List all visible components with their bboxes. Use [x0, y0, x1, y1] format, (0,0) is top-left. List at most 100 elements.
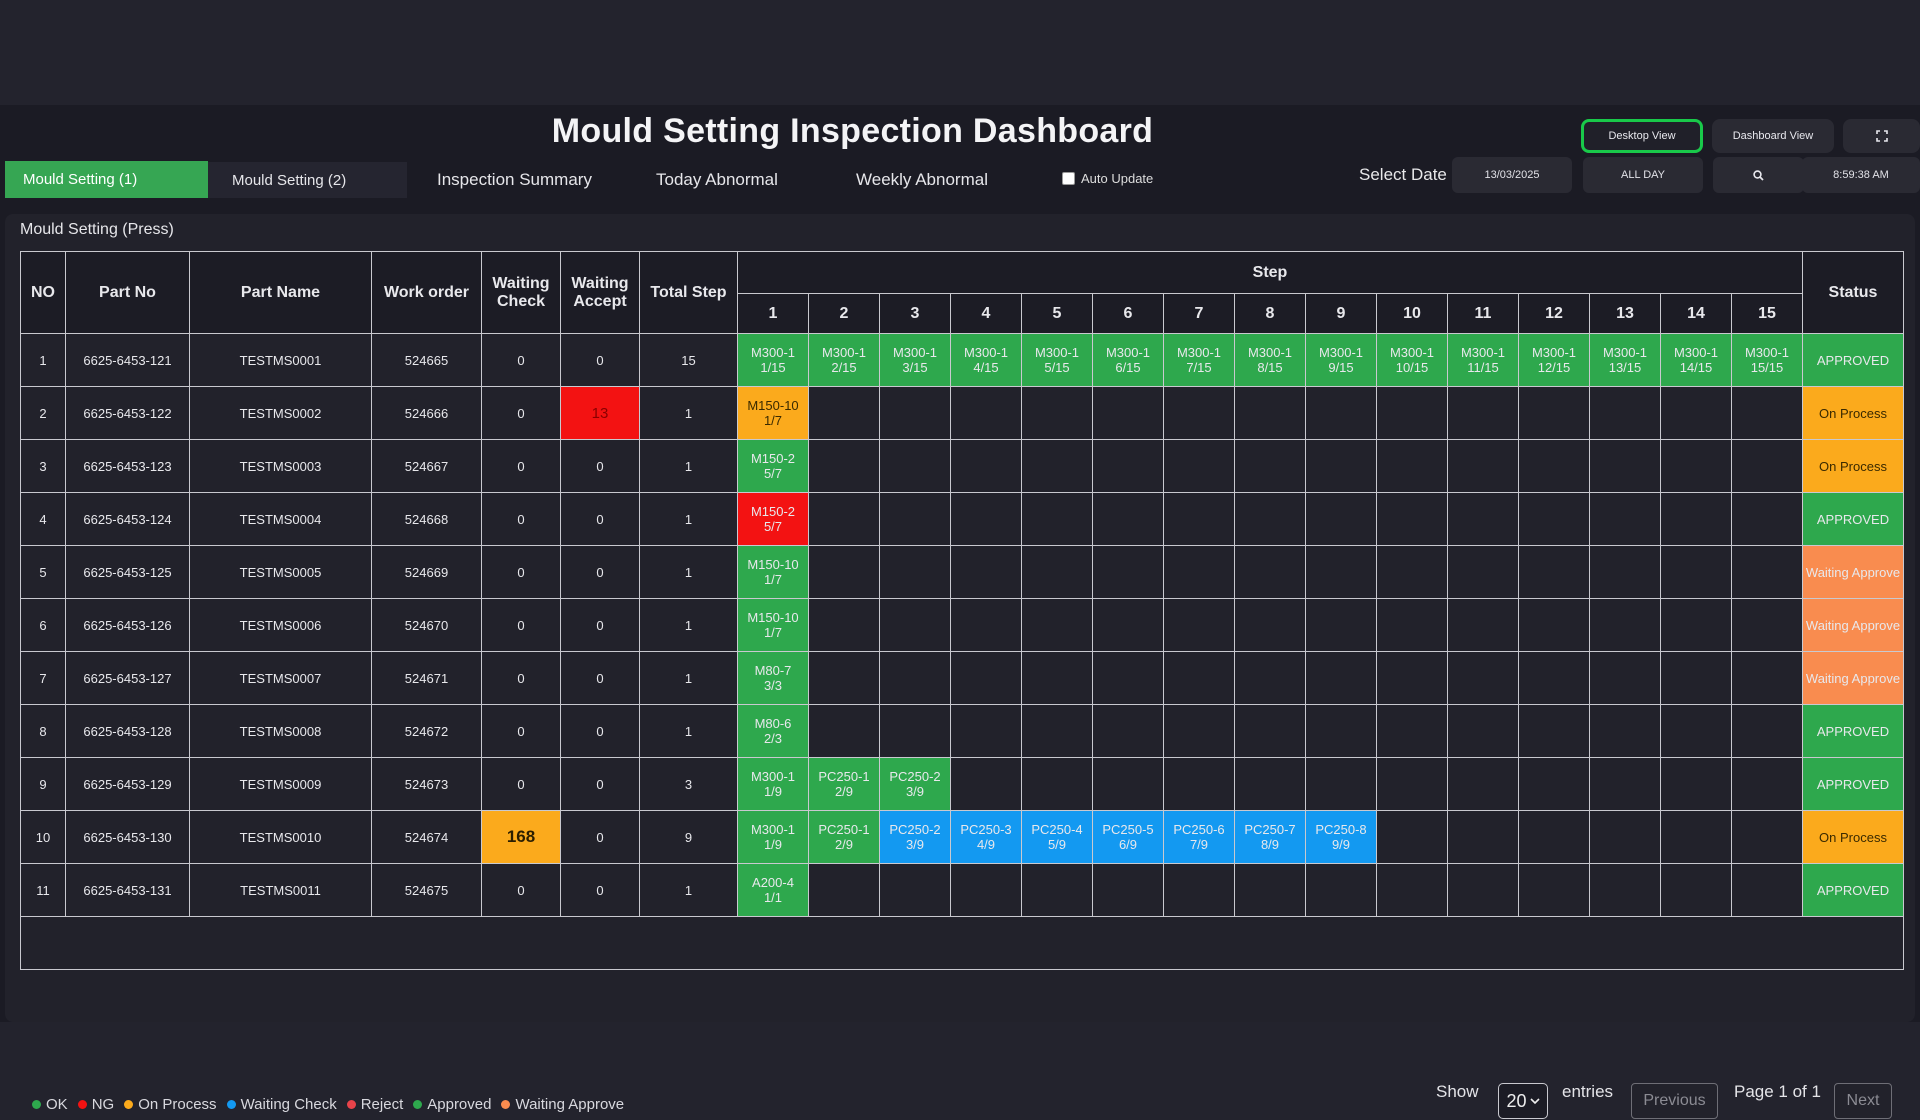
- desktop-view-button[interactable]: Desktop View: [1581, 119, 1703, 153]
- header-step-13: 13: [1589, 293, 1661, 334]
- step-mould-code: M300-1: [750, 769, 796, 784]
- header-no: NO: [20, 251, 66, 334]
- table-row[interactable]: 3 6625-6453-123 TESTMS0003 524667 0 0 1 M150-2 5…: [20, 439, 1904, 493]
- step-cell-empty: [1376, 545, 1448, 599]
- step-cell-empty: [1731, 492, 1803, 546]
- step-cell: M300-1 8/15: [1234, 333, 1306, 387]
- step-progress: 1/7: [763, 572, 783, 587]
- step-cell-empty: [879, 386, 951, 440]
- legend-item: Waiting Approve: [501, 1096, 624, 1113]
- entries-select[interactable]: 20: [1498, 1083, 1548, 1119]
- step-mould-code: PC250-2: [889, 822, 941, 837]
- tab-today-abnormal[interactable]: Today Abnormal: [656, 169, 778, 189]
- step-cell-empty: [950, 757, 1022, 811]
- step-cell-empty: [1447, 810, 1519, 864]
- part-no-cell: 6625-6453-130: [65, 810, 190, 864]
- step-cell-empty: [1518, 598, 1590, 652]
- waiting-accept-cell: 0: [560, 598, 640, 652]
- next-button[interactable]: Next: [1834, 1083, 1892, 1119]
- step-cell-empty: [1589, 757, 1661, 811]
- header-step-7: 7: [1163, 293, 1235, 334]
- step-mould-code: M150-2: [750, 504, 796, 519]
- step-cell-empty: [1163, 386, 1235, 440]
- table-row[interactable]: 2 6625-6453-122 TESTMS0002 524666 0 13 1 M150-1…: [20, 386, 1904, 440]
- table-row[interactable]: 6 6625-6453-126 TESTMS0006 524670 0 0 1 M150-10…: [20, 598, 1904, 652]
- fullscreen-button[interactable]: [1843, 119, 1920, 153]
- step-cell-empty: [1234, 439, 1306, 493]
- tab-weekly-abnormal[interactable]: Weekly Abnormal: [856, 169, 988, 189]
- tab-mould-setting-2[interactable]: Mould Setting (2): [208, 162, 407, 198]
- date-input[interactable]: 13/03/2025: [1452, 157, 1572, 193]
- step-cell-empty: [1163, 439, 1235, 493]
- table-row[interactable]: 11 6625-6453-131 TESTMS0011 524675 0 0 1 A200-4…: [20, 863, 1904, 917]
- auto-update-checkbox[interactable]: [1062, 172, 1075, 185]
- legend-item: Approved: [413, 1096, 491, 1113]
- step-cell: A200-4 1/1: [737, 863, 809, 917]
- step-progress: 5/7: [763, 466, 783, 481]
- step-cell-empty: [1589, 810, 1661, 864]
- step-cell-empty: [1021, 545, 1093, 599]
- step-cell-empty: [1092, 704, 1164, 758]
- header-total-step: Total Step: [639, 251, 738, 334]
- step-cell: M300-1 5/15: [1021, 333, 1093, 387]
- step-cell: PC250-2 3/9: [879, 757, 951, 811]
- page-title: Mould Setting Inspection Dashboard: [551, 112, 1154, 150]
- search-button[interactable]: [1713, 157, 1804, 193]
- step-cell: M300-1 2/15: [808, 333, 880, 387]
- step-cell: M150-10 1/7: [737, 545, 809, 599]
- step-cell-empty: [1660, 704, 1732, 758]
- step-cell: PC250-1 2/9: [808, 810, 880, 864]
- step-cell-empty: [1589, 492, 1661, 546]
- previous-button[interactable]: Previous: [1631, 1083, 1718, 1119]
- header-step-4: 4: [950, 293, 1022, 334]
- waiting-accept-cell: 0: [560, 704, 640, 758]
- table-row[interactable]: 8 6625-6453-128 TESTMS0008 524672 0 0 1 M80-6 2/…: [20, 704, 1904, 758]
- auto-update-toggle[interactable]: Auto Update: [1062, 171, 1153, 186]
- table-row[interactable]: 4 6625-6453-124 TESTMS0004 524668 0 0 1 M150-2 5…: [20, 492, 1904, 546]
- header-part-name: Part Name: [189, 251, 372, 334]
- step-mould-code: M150-10: [747, 398, 799, 413]
- total-step-cell: 1: [639, 492, 738, 546]
- step-cell-empty: [808, 598, 880, 652]
- header-step-11: 11: [1447, 293, 1519, 334]
- step-cell: M300-1 1/15: [737, 333, 809, 387]
- table-row[interactable]: 5 6625-6453-125 TESTMS0005 524669 0 0 1 M150-10…: [20, 545, 1904, 599]
- chevron-down-icon: [1529, 1098, 1540, 1105]
- step-cell-empty: [1376, 704, 1448, 758]
- tab-mould-setting-1[interactable]: Mould Setting (1): [5, 161, 208, 198]
- step-mould-code: M80-7: [754, 663, 792, 678]
- range-select[interactable]: ALL DAY: [1583, 157, 1703, 193]
- step-cell-empty: [808, 704, 880, 758]
- tab-inspection-summary[interactable]: Inspection Summary: [437, 169, 592, 189]
- step-cell-empty: [1092, 439, 1164, 493]
- step-cell: M300-1 7/15: [1163, 333, 1235, 387]
- table-row[interactable]: 9 6625-6453-129 TESTMS0009 524673 0 0 3 M300-1 1…: [20, 757, 1904, 811]
- step-mould-code: M300-1: [1460, 345, 1506, 360]
- row-no: 11: [20, 863, 66, 917]
- step-mould-code: M300-1: [1531, 345, 1577, 360]
- step-mould-code: A200-4: [752, 875, 794, 890]
- table-row[interactable]: 7 6625-6453-127 TESTMS0007 524671 0 0 1 M80-7 3/…: [20, 651, 1904, 705]
- step-cell-empty: [1021, 492, 1093, 546]
- legend-label: Reject: [360, 1096, 404, 1113]
- legend-dot-icon: [346, 1100, 356, 1109]
- step-cell-empty: [1305, 651, 1377, 705]
- header-waiting-check: Waiting Check: [481, 251, 561, 334]
- step-cell: M300-1 1/9: [737, 757, 809, 811]
- step-cell: PC250-5 6/9: [1092, 810, 1164, 864]
- table-row[interactable]: 10 6625-6453-130 TESTMS0010 524674 168 0 9 M300…: [20, 810, 1904, 864]
- part-name-cell: TESTMS0001: [189, 333, 372, 387]
- step-cell-empty: [1092, 757, 1164, 811]
- step-cell-empty: [1376, 863, 1448, 917]
- step-cell-empty: [808, 651, 880, 705]
- table-row[interactable]: 1 6625-6453-121 TESTMS0001 524665 0 0 15 M300-1…: [20, 333, 1904, 387]
- row-no: 3: [20, 439, 66, 493]
- step-progress: 2/9: [834, 784, 854, 799]
- step-cell: M300-1 1/9: [737, 810, 809, 864]
- work-order-cell: 524668: [371, 492, 482, 546]
- step-progress: 2/15: [831, 360, 857, 375]
- step-progress: 1/7: [763, 413, 783, 428]
- dashboard-view-button[interactable]: Dashboard View: [1712, 119, 1834, 153]
- work-order-cell: 524666: [371, 386, 482, 440]
- step-cell-empty: [1518, 492, 1590, 546]
